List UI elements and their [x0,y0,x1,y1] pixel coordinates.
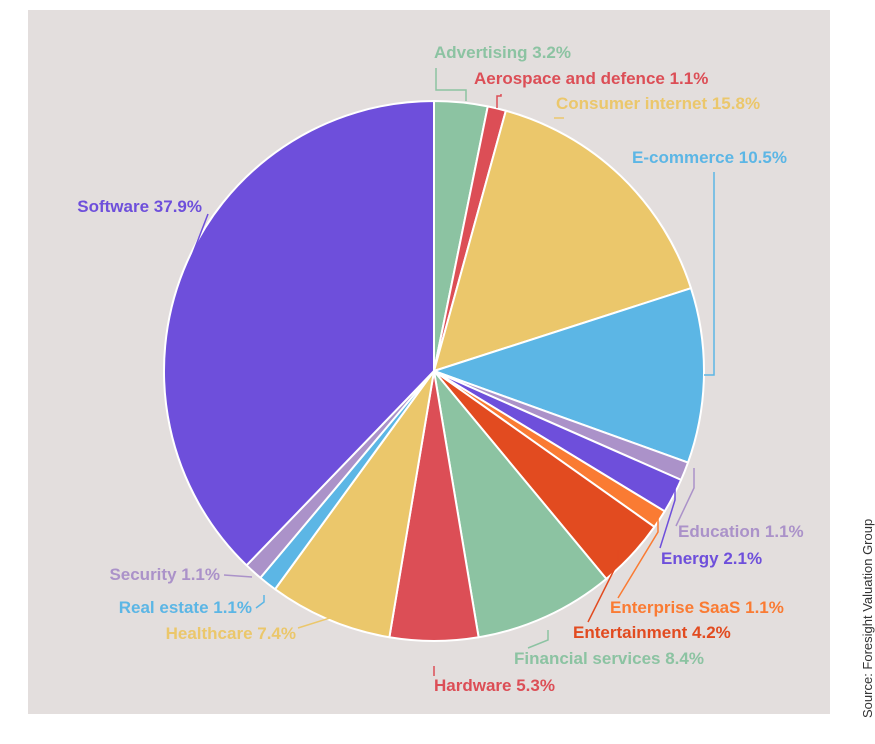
leader-line-financial-services [527,630,549,649]
leader-line-security [223,574,253,578]
source-note: Source: Foresight Valuation Group [860,518,875,718]
slices-layer [162,100,705,642]
chart-panel: Advertising 3.2% Aerospace and defence 1.… [28,10,830,714]
leader-line-education [675,468,695,527]
pie-slice-financial-services [433,370,608,639]
leader-line-energy [659,482,676,549]
slice-label-financial-services: Financial services 8.4% [514,649,704,668]
leader-line-healthcare [297,610,331,629]
slice-label-entertainment: Entertainment 4.2% [573,623,731,642]
pie-chart: Advertising 3.2% Aerospace and defence 1.… [77,43,803,695]
leader-line-enterprise-saas [617,515,659,599]
leader-line-advertising [435,68,467,101]
pie-slice-software [162,100,435,567]
pie-slice-consumer-internet [433,109,692,372]
slice-label-healthcare: Healthcare 7.4% [166,624,296,643]
leader-line-aerospace-and-defence [496,94,502,108]
leader-line-e-commerce [704,172,715,376]
leader-line-real-estate [255,595,265,609]
slice-label-e-commerce: E-commerce 10.5% [632,148,787,167]
pie-slice-e-commerce [433,287,705,464]
slice-label-aerospace-and-defence: Aerospace and defence 1.1% [474,69,708,88]
slice-labels-layer: Advertising 3.2% Aerospace and defence 1.… [77,43,803,695]
leader-lines-layer [187,68,715,676]
leader-line-entertainment [587,550,619,623]
pie-slice-healthcare [274,370,435,639]
slice-label-security: Security 1.1% [109,565,220,584]
slice-label-software: Software 37.9% [77,197,202,216]
slice-label-consumer-internet: Consumer internet 15.8% [556,94,760,113]
slice-label-real-estate: Real estate 1.1% [119,598,252,617]
slice-label-education: Education 1.1% [678,522,804,541]
slice-label-advertising: Advertising 3.2% [434,43,571,62]
slice-label-hardware: Hardware 5.3% [434,676,555,695]
leader-line-software [187,213,209,267]
slice-label-enterprise-saas: Enterprise SaaS 1.1% [610,598,784,617]
slice-label-energy: Energy 2.1% [661,549,762,568]
